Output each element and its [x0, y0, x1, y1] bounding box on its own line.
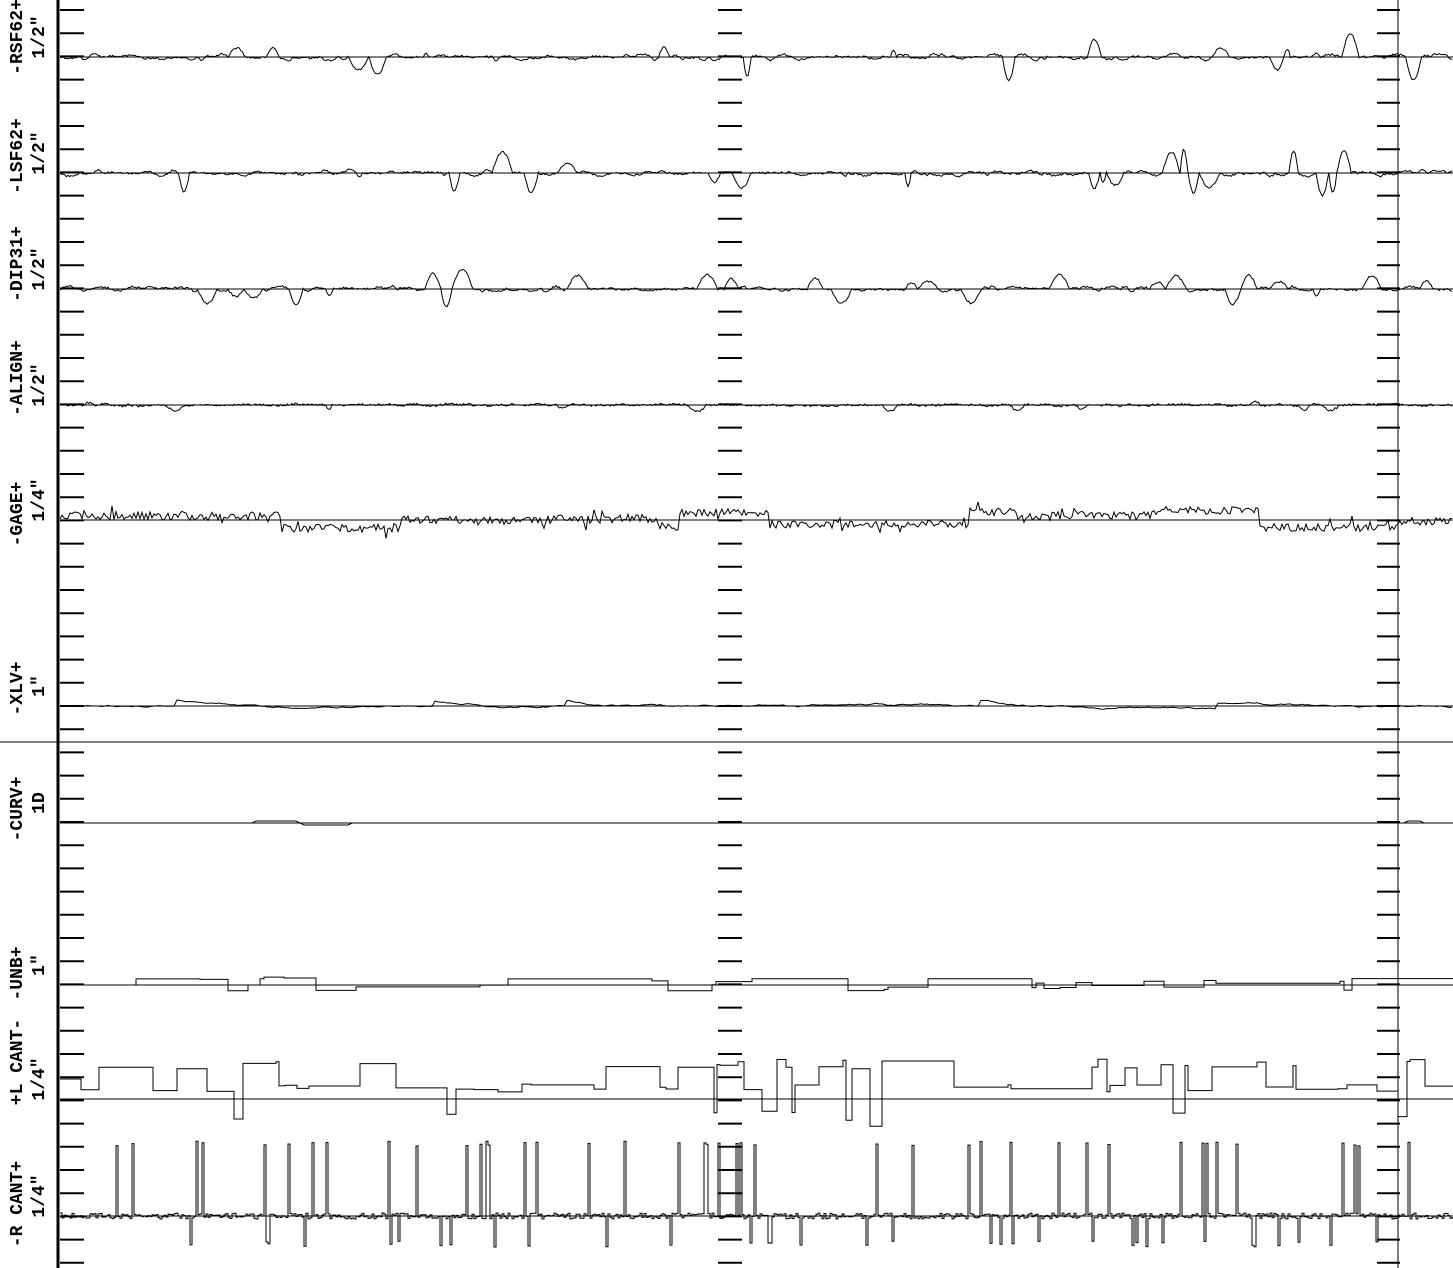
channel-label-curv: -CURV+ — [8, 777, 28, 842]
channel-label-gage: -GAGE+ — [8, 482, 28, 547]
traces — [59, 33, 1453, 1248]
channel-scale-unb: 1" — [30, 954, 50, 976]
channel-scale-l_cant: 1/4" — [30, 1057, 50, 1100]
channel-label-xlv: -XLV+ — [8, 661, 28, 715]
channel-scale-align: 1/2" — [30, 363, 50, 406]
trace-l_cant — [60, 1058, 1453, 1127]
trace-gage — [59, 501, 1453, 539]
channel-scale-r_cant: 1/4" — [30, 1174, 50, 1217]
channel-label-dip31: -DIP31+ — [8, 226, 28, 302]
channel-scale-rsf62: 1/2" — [30, 15, 50, 58]
trace-unb — [60, 976, 1453, 992]
trace-r_cant — [60, 1140, 1453, 1248]
trace-curv — [60, 820, 1452, 826]
trace-dip31 — [59, 268, 1453, 308]
channel-scale-gage: 1/4" — [30, 478, 50, 521]
channel-label-l_cant: +L CANT- — [8, 1019, 28, 1105]
channel-label-align: -ALIGN+ — [8, 340, 28, 416]
channel-scale-xlv: 1" — [30, 675, 50, 697]
trace-rsf62 — [59, 33, 1453, 82]
trace-xlv — [59, 699, 1453, 710]
trace-lsf62 — [59, 148, 1453, 198]
channel-label-lsf62: -LSF62+ — [8, 118, 28, 194]
channel-label-rsf62: -RSF62+ — [8, 0, 28, 75]
channel-label-unb: -UNB+ — [8, 946, 28, 1000]
channel-scale-dip31: 1/2" — [30, 247, 50, 290]
channel-scale-curv: 1D — [30, 792, 50, 814]
channel-labels: -RSF62+ 1/2"-LSF62+ 1/2"-DIP31+ 1/2"-ALIGN+… — [8, 0, 50, 1247]
channel-scale-lsf62: 1/2" — [30, 131, 50, 174]
channel-label-r_cant: -R CANT+ — [8, 1161, 28, 1247]
trace-align — [59, 400, 1453, 413]
